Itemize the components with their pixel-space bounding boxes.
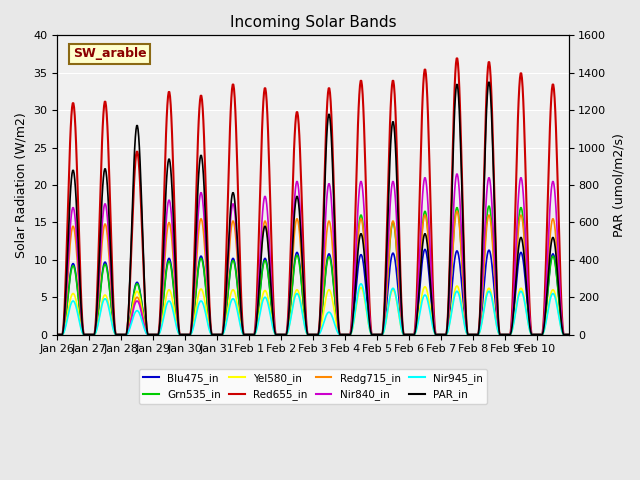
- Blu475_in: [394, 285, 402, 291]
- Nir840_in: [207, 331, 215, 336]
- Nir840_in: [252, 321, 260, 327]
- Grn535_in: [394, 268, 402, 274]
- Blu475_in: [252, 326, 260, 332]
- Redg715_in: [233, 247, 241, 252]
- Grn535_in: [564, 332, 572, 337]
- Grn535_in: [54, 332, 61, 337]
- Blu475_in: [54, 332, 61, 337]
- PAR_in: [207, 330, 215, 336]
- PAR_in: [394, 210, 402, 216]
- Yel580_in: [54, 332, 61, 337]
- Yel580_in: [394, 306, 402, 312]
- Text: SW_arable: SW_arable: [73, 48, 147, 60]
- Redg715_in: [207, 331, 215, 336]
- Red655_in: [207, 330, 215, 336]
- Redg715_in: [365, 316, 373, 322]
- Nir840_in: [365, 311, 373, 317]
- Grn535_in: [365, 315, 373, 321]
- PAR_in: [484, 79, 492, 85]
- Nir945_in: [564, 332, 572, 337]
- Yel580_in: [233, 298, 241, 304]
- Yel580_in: [252, 328, 260, 334]
- Nir945_in: [357, 281, 365, 287]
- Blu475_in: [365, 321, 373, 326]
- Yel580_in: [564, 332, 572, 337]
- Yel580_in: [113, 332, 121, 337]
- Nir945_in: [252, 329, 260, 335]
- Line: Yel580_in: Yel580_in: [58, 286, 568, 335]
- Line: PAR_in: PAR_in: [58, 82, 568, 335]
- Nir840_in: [394, 244, 402, 250]
- Red655_in: [233, 144, 241, 150]
- Blu475_in: [113, 332, 121, 337]
- Line: Nir945_in: Nir945_in: [58, 284, 568, 335]
- Y-axis label: Solar Radiation (W/m2): Solar Radiation (W/m2): [15, 112, 28, 258]
- Line: Blu475_in: Blu475_in: [58, 250, 568, 335]
- Nir945_in: [207, 332, 215, 337]
- Red655_in: [564, 332, 572, 337]
- Redg715_in: [252, 323, 260, 329]
- Blu475_in: [420, 247, 428, 252]
- Grn535_in: [484, 204, 492, 209]
- Line: Redg715_in: Redg715_in: [58, 211, 568, 335]
- Nir945_in: [54, 332, 61, 337]
- Yel580_in: [452, 283, 460, 289]
- Grn535_in: [252, 326, 260, 332]
- PAR_in: [233, 225, 241, 231]
- PAR_in: [365, 318, 373, 324]
- Yel580_in: [207, 331, 215, 337]
- Y-axis label: PAR (umol/m2/s): PAR (umol/m2/s): [612, 133, 625, 237]
- Redg715_in: [394, 267, 402, 273]
- Line: Nir840_in: Nir840_in: [58, 174, 568, 335]
- Yel580_in: [365, 325, 373, 331]
- Line: Red655_in: Red655_in: [58, 59, 568, 335]
- Legend: Blu475_in, Grn535_in, Yel580_in, Red655_in, Redg715_in, Nir840_in, Nir945_in, PA: Blu475_in, Grn535_in, Yel580_in, Red655_…: [139, 369, 487, 404]
- Red655_in: [252, 312, 260, 318]
- Blu475_in: [207, 331, 215, 337]
- PAR_in: [564, 332, 572, 337]
- Grn535_in: [233, 276, 241, 282]
- Redg715_in: [452, 208, 460, 214]
- Nir840_in: [564, 332, 572, 337]
- Redg715_in: [113, 332, 121, 337]
- PAR_in: [252, 324, 260, 329]
- Nir840_in: [233, 234, 241, 240]
- Blu475_in: [564, 332, 572, 337]
- Nir945_in: [366, 328, 374, 334]
- Nir840_in: [113, 332, 121, 337]
- Nir945_in: [233, 305, 241, 311]
- Red655_in: [113, 332, 121, 337]
- Line: Grn535_in: Grn535_in: [58, 206, 568, 335]
- Blu475_in: [233, 275, 241, 280]
- Grn535_in: [113, 332, 121, 337]
- Redg715_in: [564, 332, 572, 337]
- Nir945_in: [113, 332, 121, 337]
- Red655_in: [452, 56, 460, 61]
- Title: Incoming Solar Bands: Incoming Solar Bands: [230, 15, 396, 30]
- Grn535_in: [207, 331, 215, 337]
- PAR_in: [54, 332, 61, 337]
- Nir840_in: [452, 171, 460, 177]
- Red655_in: [54, 332, 61, 337]
- Redg715_in: [54, 332, 61, 337]
- PAR_in: [113, 332, 121, 337]
- Nir945_in: [395, 310, 403, 315]
- Nir840_in: [54, 332, 61, 337]
- Red655_in: [365, 297, 373, 303]
- Red655_in: [394, 187, 402, 193]
